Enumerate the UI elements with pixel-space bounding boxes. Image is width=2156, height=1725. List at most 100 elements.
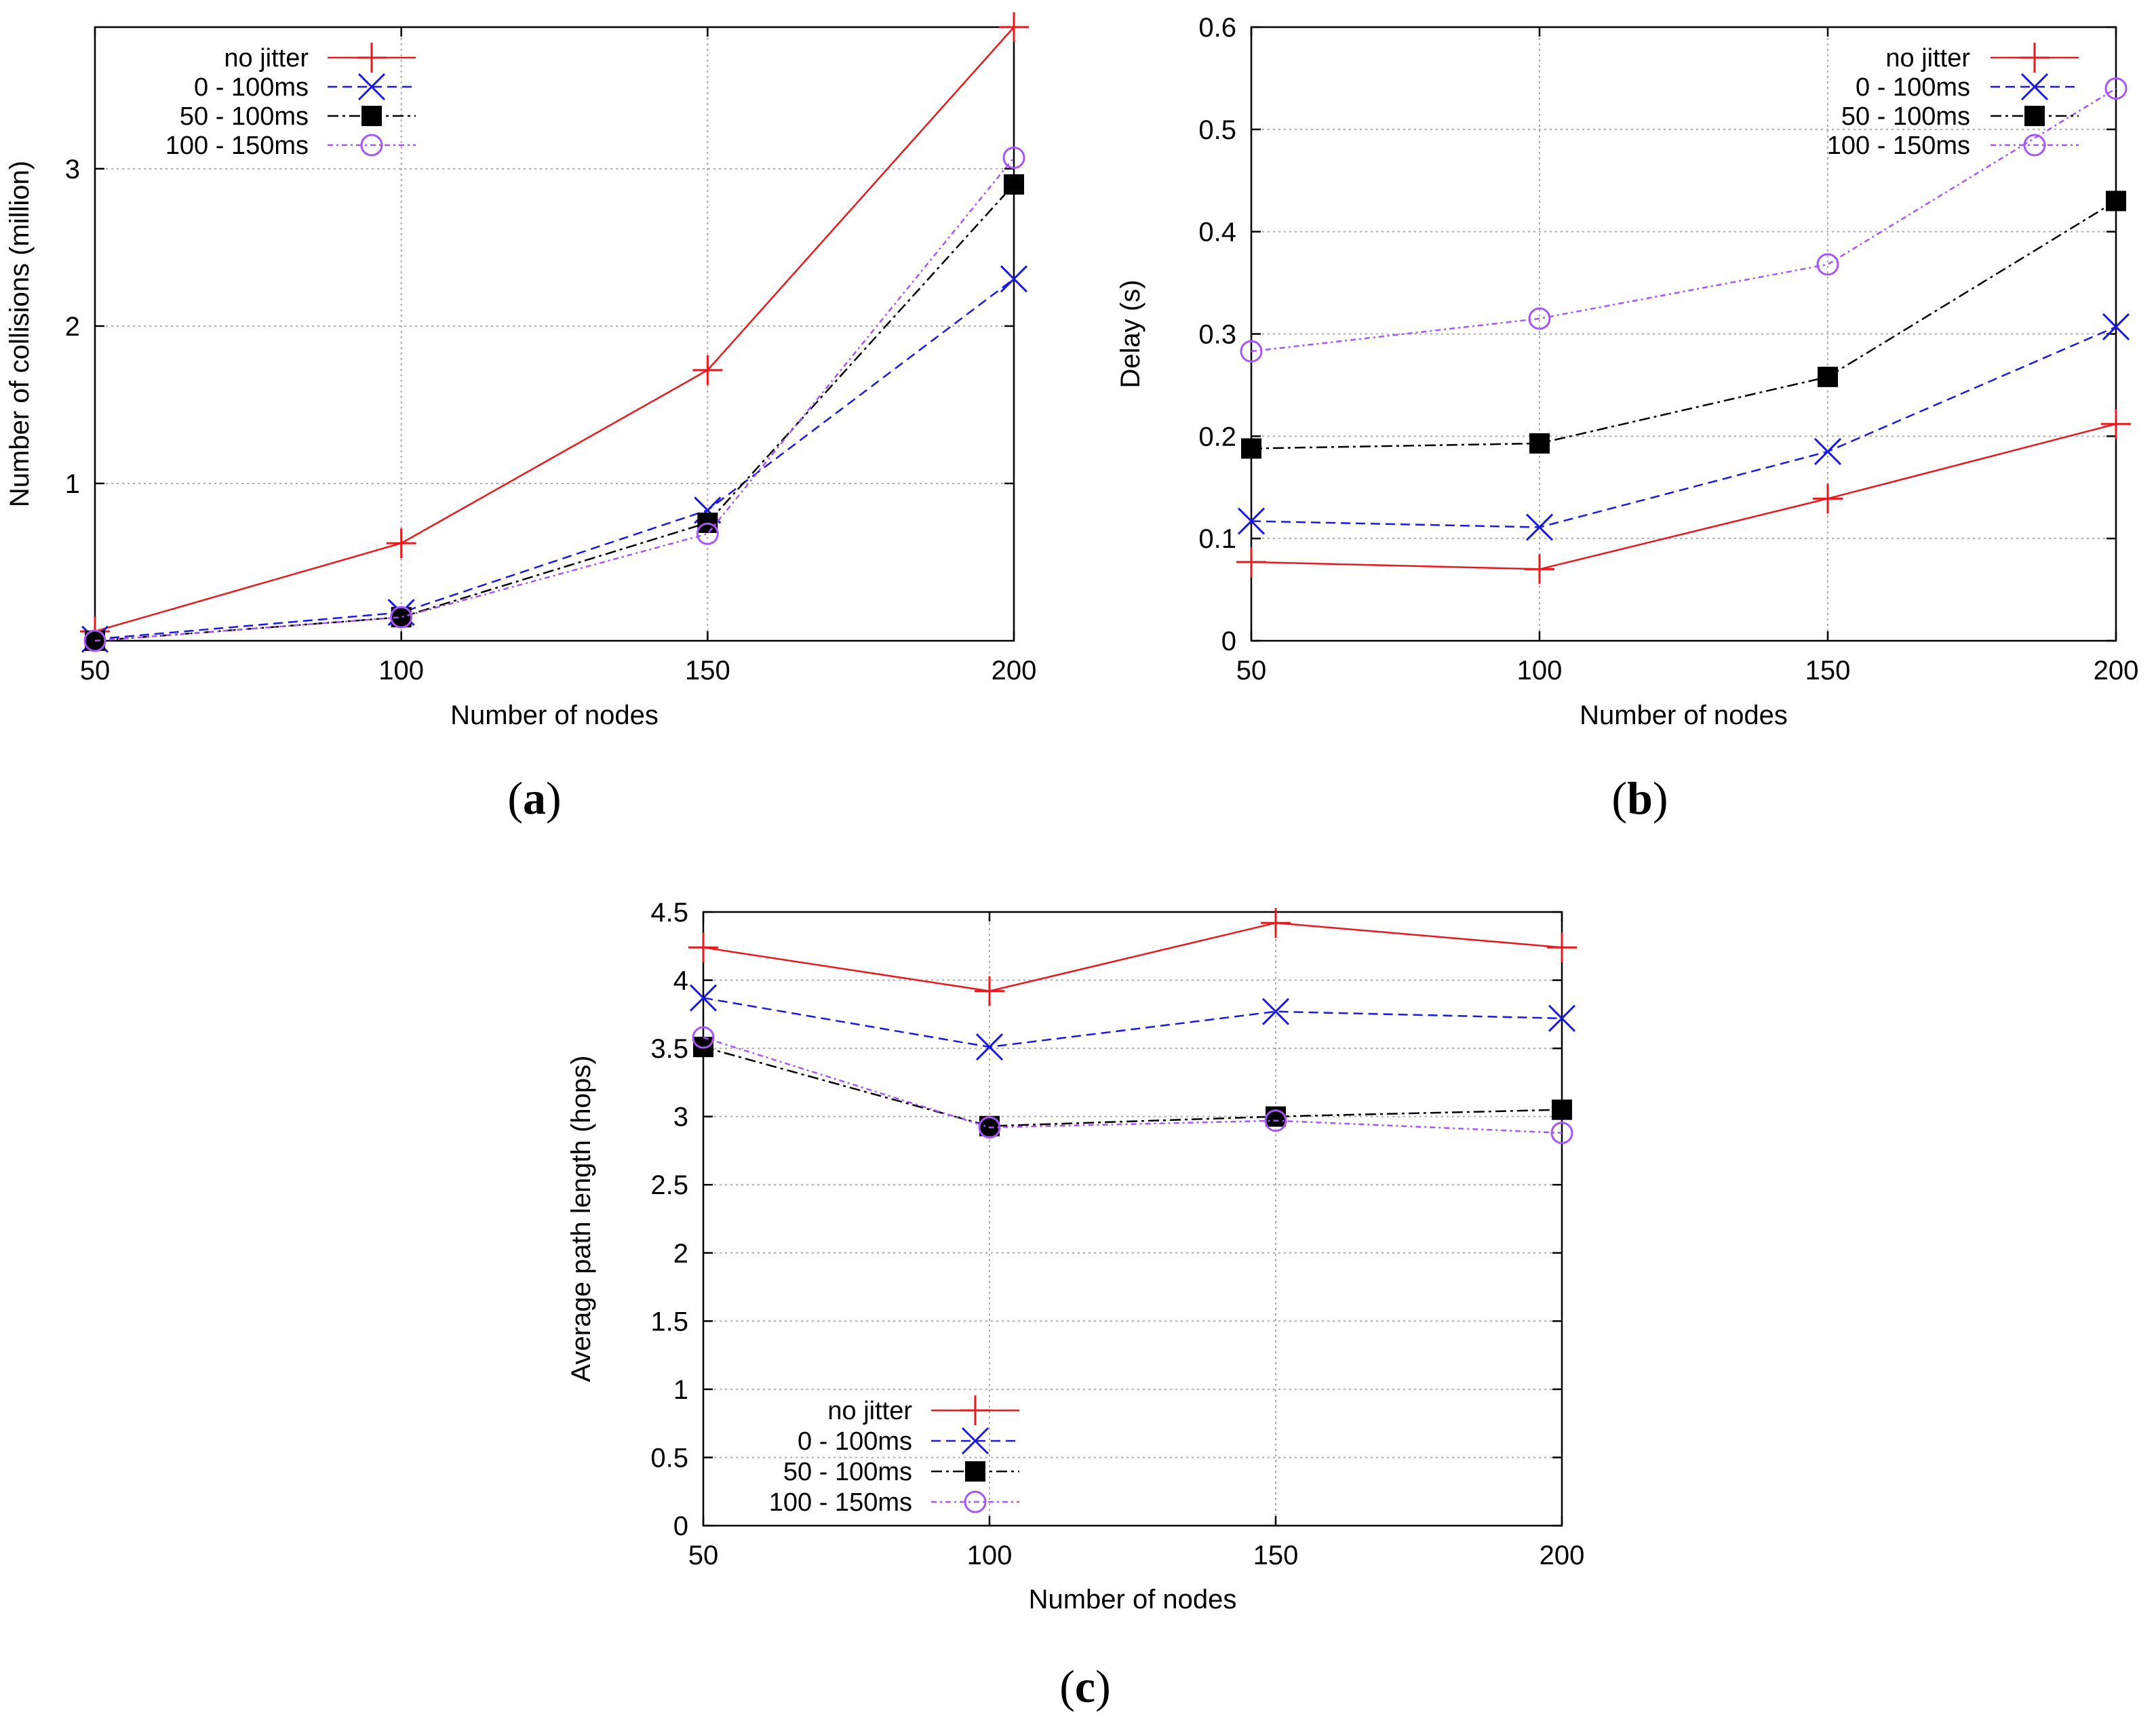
data-point-no_jitter: [999, 12, 1029, 42]
y-tick-label: 0.2: [1198, 422, 1236, 452]
x-tick-label: 100: [1517, 656, 1563, 686]
y-tick-label: 2: [673, 1239, 688, 1269]
legend-label-50_100: 50 - 100ms: [1841, 102, 1970, 131]
legend-marker-50_100: [965, 1461, 985, 1482]
y-tick-label: 0: [673, 1511, 688, 1541]
data-point-no_jitter: [2101, 409, 2131, 439]
data-point-50_100: [1818, 366, 1838, 387]
data-point-100_150: [83, 629, 106, 652]
y-tick-label: 3: [673, 1103, 688, 1132]
data-point-no_jitter: [975, 976, 1004, 1006]
data-point-100_150: [2104, 77, 2128, 100]
x-tick-label: 50: [1236, 656, 1267, 686]
legend-label-0_100: 0 - 100ms: [798, 1427, 912, 1456]
data-point-100_150: [390, 606, 413, 629]
x-axis-label: Number of nodes: [1029, 1585, 1237, 1614]
x-tick-label: 100: [967, 1541, 1013, 1570]
legend-label-50_100: 50 - 100ms: [783, 1458, 912, 1486]
series-line-0_100: [94, 278, 1015, 640]
x-tick-label: 50: [688, 1541, 719, 1570]
data-point-0_100: [975, 1033, 1004, 1061]
series-line-0_100: [1251, 325, 2117, 528]
legend-marker-0_100: [357, 73, 386, 101]
series-line-50_100: [1251, 200, 2117, 450]
legend-marker-50_100: [361, 106, 382, 126]
series-line-100_150: [1251, 87, 2117, 353]
legend-marker-100_150: [360, 134, 383, 157]
plot-frame: [94, 26, 1015, 642]
data-point-100_150: [1264, 1109, 1287, 1132]
legend-label-no_jitter: no jitter: [1885, 44, 1970, 73]
data-point-100_150: [1816, 253, 1839, 276]
data-point-50_100: [1529, 433, 1550, 454]
legend-marker-50_100: [2024, 106, 2045, 126]
data-point-50_100: [1552, 1099, 1572, 1120]
x-tick-label: 150: [1805, 656, 1851, 686]
legend-label-0_100: 0 - 100ms: [1856, 73, 1970, 102]
chart-caption: (b): [1611, 772, 1668, 824]
chart-caption: (a): [507, 772, 561, 824]
series-line-100_150: [94, 157, 1015, 642]
legend-label-100_150: 100 - 150ms: [769, 1488, 912, 1517]
y-tick-label: 0.3: [1198, 320, 1236, 350]
y-axis-label: Average path length (hops): [566, 1056, 596, 1383]
data-point-50_100: [1004, 174, 1024, 195]
y-axis-label: Number of collisions (million): [5, 161, 35, 507]
y-tick-label: 0.1: [1198, 524, 1236, 554]
data-point-100_150: [696, 522, 719, 545]
chart-caption: (c): [1059, 1661, 1111, 1712]
y-tick-label: 0: [1221, 627, 1236, 656]
series-line-50_100: [94, 184, 1015, 642]
y-tick-label: 1: [65, 469, 80, 499]
legend-label-no_jitter: no jitter: [827, 1397, 912, 1425]
x-axis-label: Number of nodes: [450, 700, 659, 730]
chart-c: 50 100 150 200 0 0.5 1 1.5 2 2.5 3 3.5 4 4.5 Number of…: [566, 898, 1584, 1712]
data-point-no_jitter: [1813, 483, 1843, 514]
data-point-100_150: [978, 1116, 1001, 1139]
legend-label-50_100: 50 - 100ms: [180, 102, 309, 131]
y-tick-label: 3.5: [650, 1034, 688, 1064]
chart-b: 50 100 150 200 0 0.1 0.2 0.3 0.4 0.5 0.6 Number of …: [1116, 13, 2138, 824]
x-tick-label: 200: [2094, 656, 2139, 686]
data-point-0_100: [1261, 997, 1290, 1025]
data-point-100_150: [1240, 340, 1263, 363]
series-line-100_150: [703, 1036, 1563, 1134]
data-point-100_150: [1528, 307, 1551, 330]
data-point-0_100: [1525, 513, 1554, 541]
legend-marker-100_150: [964, 1490, 987, 1513]
x-tick-label: 50: [80, 656, 111, 686]
legend-label-100_150: 100 - 150ms: [1827, 132, 1970, 160]
data-point-0_100: [689, 984, 718, 1012]
data-point-0_100: [2102, 313, 2130, 341]
data-point-100_150: [1550, 1122, 1573, 1145]
series-line-no_jitter: [703, 921, 1563, 992]
data-point-no_jitter: [692, 355, 723, 385]
data-point-0_100: [1237, 507, 1266, 535]
x-tick-label: 100: [378, 656, 424, 686]
y-axis-label: Delay (s): [1116, 279, 1145, 388]
x-axis-label: Number of nodes: [1580, 700, 1788, 730]
data-point-0_100: [1548, 1004, 1576, 1032]
x-tick-label: 150: [1253, 1541, 1299, 1570]
data-point-no_jitter: [1547, 932, 1577, 963]
legend-marker-no_jitter: [357, 43, 387, 73]
x-tick-label: 200: [992, 656, 1037, 686]
legend-marker-0_100: [2020, 73, 2049, 101]
series-line-0_100: [703, 997, 1563, 1048]
data-point-0_100: [1814, 437, 1842, 466]
chart-a: 50 100 150 200 1 2 3 Number of nodes Number of c…: [5, 12, 1036, 824]
series-line-no_jitter: [1251, 423, 2117, 570]
y-tick-label: 2.5: [650, 1170, 688, 1200]
data-point-no_jitter: [386, 528, 416, 559]
series-line-no_jitter: [94, 26, 1015, 633]
plot-frame: [1250, 26, 2117, 642]
series-line-50_100: [703, 1046, 1563, 1128]
legend-marker-no_jitter: [2020, 43, 2050, 73]
data-point-50_100: [1241, 438, 1261, 459]
y-tick-label: 1: [673, 1375, 688, 1405]
data-point-no_jitter: [1236, 547, 1266, 577]
